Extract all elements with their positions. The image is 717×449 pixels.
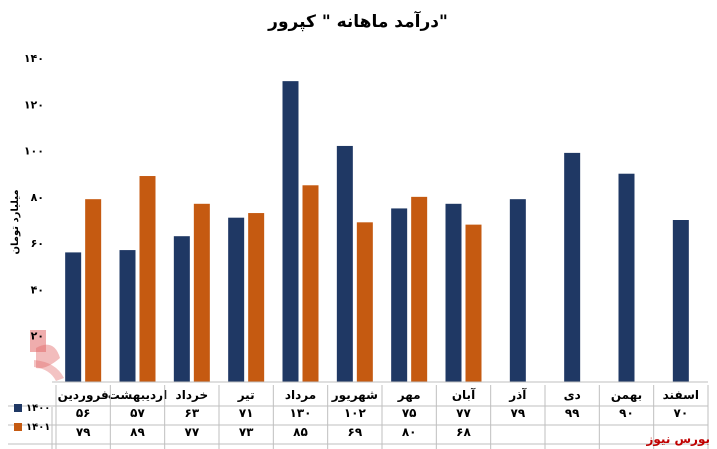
data-label: ۶۸: [456, 425, 471, 439]
data-table: ۱۴۰۰ ۷۰ ۹۰ ۹۹ ۷۹ ۷۷ ۷۵ ۱۰۲ ۱۳۰ ۷۱ ۶۳ ۵۷ ۵۶ ۱۴۰۱ ۶۸ ۸۰ ۶۹…: [8, 385, 709, 449]
bar-series2: [465, 224, 482, 382]
bar-series1: [564, 152, 581, 382]
data-label: ۵۶: [76, 406, 91, 420]
chart-title: درآمد ماهانه " کپرور": [267, 10, 448, 32]
data-label: ۶۳: [185, 406, 200, 420]
category-label: آبان: [452, 387, 476, 402]
watermark-logo: [30, 330, 64, 381]
bar-series2: [302, 185, 319, 382]
bar-series1: [282, 81, 299, 383]
bar-series2: [139, 176, 156, 382]
brand-text: بورس نیوز: [645, 432, 710, 447]
y-tick-label: ۲۰: [31, 330, 44, 343]
data-label: ۹۹: [565, 406, 580, 420]
bar-series1: [228, 217, 245, 382]
legend-label: ۱۴۰۰: [26, 403, 50, 414]
category-label: فروردین: [58, 388, 109, 403]
y-tick-label: ۱۰۰: [24, 145, 44, 158]
category-labels: اسفند بهمن دی آذر آبان مهر شهریور مرداد تیر خرداد…: [58, 387, 699, 403]
data-label: ۶۹: [348, 425, 363, 439]
y-tick-label: ۱۲۰: [24, 98, 44, 111]
category-label: بهمن: [611, 388, 642, 402]
bar-series1: [173, 236, 190, 382]
data-label: ۷۰: [674, 406, 689, 420]
y-tick-label: ۸۰: [31, 191, 44, 204]
data-label: ۷۱: [239, 406, 254, 420]
data-label: ۷۳: [239, 425, 254, 439]
category-label: مرداد: [285, 388, 316, 402]
legend-swatch: [14, 404, 22, 412]
category-label: اسفند: [663, 388, 699, 402]
legend-swatch: [14, 423, 22, 431]
category-label: دی: [564, 388, 581, 402]
bar-series1: [65, 252, 82, 382]
bar-series2: [411, 196, 428, 382]
data-label: ۷۷: [456, 406, 471, 420]
bar-series1: [336, 145, 353, 382]
y-tick-label: ۴۰: [31, 283, 44, 296]
category-label: مهر: [397, 388, 421, 402]
data-label: ۵۷: [130, 406, 145, 420]
bar-series2: [248, 213, 265, 382]
data-label: ۸۰: [402, 425, 417, 439]
data-label: ۱۳۰: [290, 406, 312, 420]
bar-series1: [445, 203, 462, 382]
category-label: اردیبهشت: [108, 388, 167, 402]
bar-series1: [509, 199, 526, 382]
bar-series1: [618, 173, 635, 382]
legend-label: ۱۴۰۱: [26, 422, 50, 433]
category-label: تیر: [237, 388, 255, 402]
bars: [52, 81, 708, 383]
y-tick-label: ۶۰: [31, 237, 44, 250]
bar-series2: [356, 222, 373, 382]
bar-series2: [85, 199, 102, 382]
y-axis-label: میلیارد تومان: [10, 189, 21, 254]
data-label: ۱۰۲: [344, 406, 367, 420]
data-label: ۹۰: [619, 406, 634, 420]
bar-series1: [391, 208, 408, 382]
data-label: ۷۵: [402, 406, 417, 420]
bar-series1: [672, 220, 689, 382]
data-label: ۷۷: [185, 425, 200, 439]
bar-series1: [119, 250, 136, 382]
data-label: ۷۹: [76, 425, 91, 439]
category-label: شهریور: [331, 388, 378, 403]
bar-series2: [193, 203, 210, 382]
category-label: خرداد: [176, 388, 209, 402]
y-axis: ۲۰ ۴۰ ۶۰ ۸۰ ۱۰۰ ۱۲۰ ۱۴۰: [24, 52, 44, 343]
data-label: ۷۹: [511, 406, 526, 420]
y-tick-label: ۱۴۰: [24, 52, 44, 65]
data-label: ۸۵: [293, 425, 308, 439]
category-label: آذر: [508, 387, 527, 402]
data-label: ۸۹: [130, 425, 145, 439]
